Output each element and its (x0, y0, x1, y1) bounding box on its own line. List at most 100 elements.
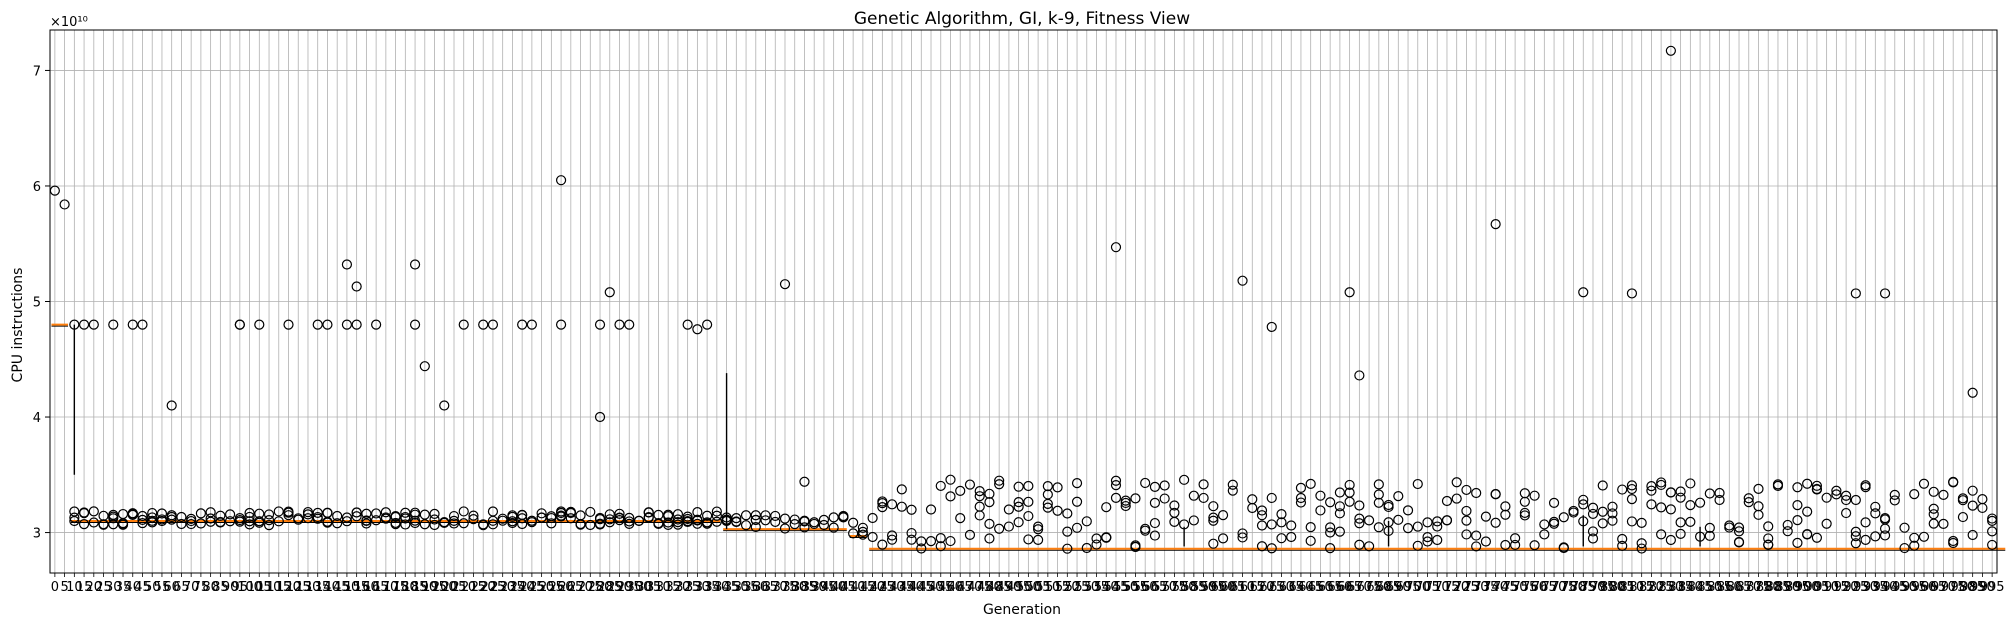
outlier-point (351, 507, 362, 518)
outlier-point (1977, 502, 1988, 514)
x-tick-label: 925 (1843, 580, 1868, 595)
outlier-point (1587, 502, 1599, 513)
outlier-point (740, 510, 752, 521)
outlier-point (1451, 493, 1462, 504)
outlier-point (1412, 540, 1423, 551)
outlier-point (799, 516, 810, 527)
outlier-point (478, 319, 489, 330)
outlier-point (458, 518, 469, 529)
x-tick-label: 225 (481, 580, 506, 595)
outlier-point (215, 510, 226, 521)
outlier-point (1295, 482, 1307, 494)
outlier-point (1227, 485, 1238, 496)
outlier-point (78, 507, 90, 518)
outlier-point (1568, 507, 1579, 518)
x-tick-label: 240 (510, 580, 535, 595)
outlier-point (108, 513, 119, 524)
outlier-point (312, 319, 323, 330)
outlier-point (1714, 487, 1725, 499)
outlier-point (585, 506, 596, 518)
outlier-point (224, 516, 236, 527)
outlier-point (273, 506, 284, 517)
outlier-point (1354, 518, 1365, 529)
outlier-point (1899, 522, 1910, 533)
outlier-point (1617, 484, 1628, 495)
x-tick-label: 75 (193, 580, 210, 595)
x-tick-label: 750 (1503, 580, 1528, 595)
outlier-point (886, 499, 898, 510)
outlier-point (1266, 519, 1277, 530)
outlier-point (1461, 515, 1472, 526)
outlier-point (1149, 530, 1161, 541)
outlier-point (1071, 478, 1083, 489)
outlier-point (1198, 492, 1209, 504)
outlier-point (925, 536, 937, 547)
outlier-point (1753, 483, 1764, 494)
x-tick-label: 650 (1308, 580, 1333, 595)
x-tick-label: 135 (305, 580, 330, 595)
x-tick-label: 180 (393, 580, 418, 595)
x-tick-label: 780 (1561, 580, 1586, 595)
x-tick-label: 260 (549, 580, 574, 595)
outlier-point (1548, 497, 1560, 508)
x-tick-label: 40 (124, 580, 141, 595)
outlier-point (614, 319, 625, 330)
outlier-point (1578, 287, 1589, 298)
y-tick-label: 4 (33, 411, 41, 426)
x-tick-label: 820 (1639, 580, 1664, 595)
outlier-point (1841, 494, 1852, 506)
outlier-point (1023, 510, 1034, 522)
outlier-point (1062, 526, 1073, 537)
outlier-point (1636, 538, 1647, 549)
outlier-point (468, 510, 479, 521)
outlier-point (1071, 496, 1083, 507)
outlier-point (1802, 528, 1813, 540)
outlier-point (672, 517, 684, 528)
x-tick-label: 485 (987, 580, 1012, 595)
outlier-point (1500, 509, 1511, 520)
outlier-point (390, 511, 401, 522)
outlier-point (1782, 519, 1793, 531)
outlier-point (59, 199, 70, 210)
outlier-point (400, 513, 411, 524)
outlier-point (1850, 526, 1861, 537)
x-tick-label: 610 (1230, 580, 1255, 595)
x-tick-label: 685 (1376, 580, 1401, 595)
outlier-point (1558, 542, 1569, 554)
x-tick-label: 620 (1250, 580, 1275, 595)
outlier-point (789, 514, 800, 525)
outlier-point (1363, 515, 1375, 526)
outlier-point (1967, 387, 1978, 398)
outlier-point (906, 504, 917, 515)
x-tick-label: 720 (1444, 580, 1469, 595)
x-tick-label: 845 (1688, 580, 1713, 595)
x-tick-label: 140 (315, 580, 340, 595)
outlier-point (994, 475, 1005, 486)
x-tick-label: 20 (86, 580, 103, 595)
outlier-point (935, 533, 946, 544)
outlier-point (604, 517, 615, 528)
x-tick-label: 875 (1746, 580, 1771, 595)
outlier-point (984, 518, 995, 529)
outlier-point (1325, 522, 1336, 533)
outlier-point (1500, 501, 1511, 512)
outlier-point (536, 512, 547, 523)
outlier-point (1383, 499, 1394, 511)
x-tick-label: 745 (1493, 580, 1518, 595)
x-tick-label: 100 (237, 580, 262, 595)
outlier-point (906, 534, 917, 545)
x-tick-label: 755 (1512, 580, 1537, 595)
x-tick-label: 520 (1055, 580, 1080, 595)
outlier-point (1110, 242, 1122, 253)
outlier-point (361, 515, 372, 526)
outlier-point (147, 512, 158, 523)
x-tick-label: 765 (1532, 580, 1557, 595)
outlier-point (361, 508, 372, 519)
x-tick-label: 465 (948, 580, 973, 595)
outlier-point (945, 474, 956, 485)
x-tick-label: 495 (1006, 580, 1031, 595)
outlier-point (244, 507, 255, 519)
outlier-point (458, 506, 469, 517)
outlier-point (896, 501, 907, 512)
outlier-point (1792, 500, 1803, 511)
